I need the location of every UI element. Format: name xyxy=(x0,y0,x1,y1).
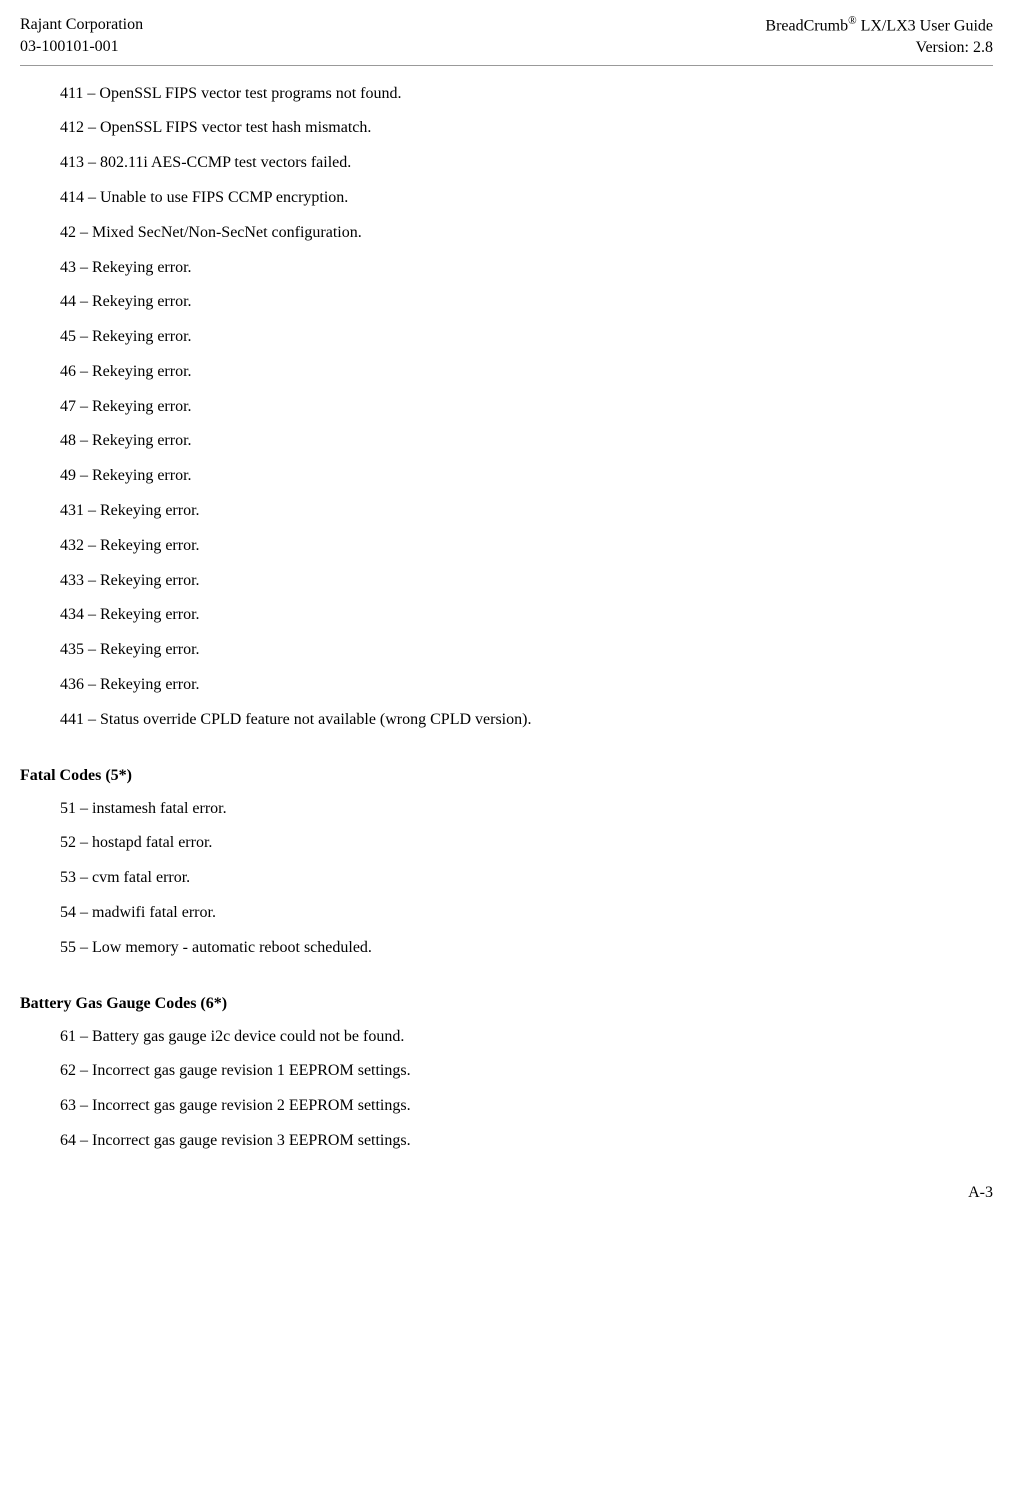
error-code-item: 47 – Rekeying error. xyxy=(60,397,993,418)
error-code-item: 414 – Unable to use FIPS CCMP encryption… xyxy=(60,188,993,209)
header-right: BreadCrumb® LX/LX3 User Guide Version: 2… xyxy=(765,14,993,59)
fatal-codes-heading: Fatal Codes (5*) xyxy=(20,767,993,785)
fatal-code-item: 55 – Low memory - automatic reboot sched… xyxy=(60,938,993,959)
battery-codes-heading: Battery Gas Gauge Codes (6*) xyxy=(20,995,993,1013)
error-code-item: 436 – Rekeying error. xyxy=(60,675,993,696)
doc-title-post: LX/LX3 User Guide xyxy=(857,17,993,34)
doc-number: 03-100101-001 xyxy=(20,36,143,58)
fatal-code-item: 51 – instamesh fatal error. xyxy=(60,799,993,820)
error-code-item: 441 – Status override CPLD feature not a… xyxy=(60,710,993,731)
fatal-code-item: 53 – cvm fatal error. xyxy=(60,868,993,889)
battery-code-item: 64 – Incorrect gas gauge revision 3 EEPR… xyxy=(60,1131,993,1152)
error-codes-list: 411 – OpenSSL FIPS vector test programs … xyxy=(20,84,993,731)
error-code-item: 435 – Rekeying error. xyxy=(60,640,993,661)
header-left: Rajant Corporation 03-100101-001 xyxy=(20,14,143,59)
registered-mark: ® xyxy=(848,15,857,27)
battery-code-item: 61 – Battery gas gauge i2c device could … xyxy=(60,1027,993,1048)
fatal-codes-list: 51 – instamesh fatal error. 52 – hostapd… xyxy=(20,799,993,959)
error-code-item: 49 – Rekeying error. xyxy=(60,466,993,487)
error-code-item: 48 – Rekeying error. xyxy=(60,431,993,452)
error-code-item: 43 – Rekeying error. xyxy=(60,258,993,279)
error-code-item: 434 – Rekeying error. xyxy=(60,605,993,626)
page-number: A-3 xyxy=(20,1184,993,1202)
error-code-item: 432 – Rekeying error. xyxy=(60,536,993,557)
error-code-item: 42 – Mixed SecNet/Non-SecNet configurati… xyxy=(60,223,993,244)
battery-codes-list: 61 – Battery gas gauge i2c device could … xyxy=(20,1027,993,1152)
error-code-item: 433 – Rekeying error. xyxy=(60,571,993,592)
battery-code-item: 62 – Incorrect gas gauge revision 1 EEPR… xyxy=(60,1061,993,1082)
company-name: Rajant Corporation xyxy=(20,14,143,36)
battery-code-item: 63 – Incorrect gas gauge revision 2 EEPR… xyxy=(60,1096,993,1117)
error-code-item: 411 – OpenSSL FIPS vector test programs … xyxy=(60,84,993,105)
fatal-code-item: 54 – madwifi fatal error. xyxy=(60,903,993,924)
doc-title: BreadCrumb® LX/LX3 User Guide xyxy=(765,14,993,37)
error-code-item: 45 – Rekeying error. xyxy=(60,327,993,348)
page-header: Rajant Corporation 03-100101-001 BreadCr… xyxy=(20,14,993,66)
error-code-item: 46 – Rekeying error. xyxy=(60,362,993,383)
error-code-item: 44 – Rekeying error. xyxy=(60,292,993,313)
doc-title-pre: BreadCrumb xyxy=(765,17,848,34)
doc-version: Version: 2.8 xyxy=(765,37,993,59)
fatal-code-item: 52 – hostapd fatal error. xyxy=(60,833,993,854)
error-code-item: 412 – OpenSSL FIPS vector test hash mism… xyxy=(60,118,993,139)
error-code-item: 431 – Rekeying error. xyxy=(60,501,993,522)
error-code-item: 413 – 802.11i AES-CCMP test vectors fail… xyxy=(60,153,993,174)
